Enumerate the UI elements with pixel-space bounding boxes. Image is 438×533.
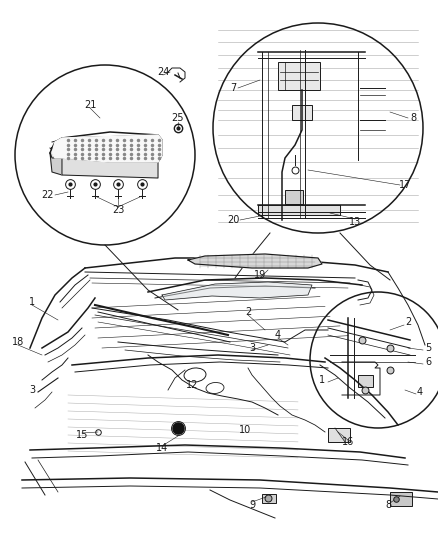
Text: 3: 3 (29, 385, 35, 395)
Text: 2: 2 (405, 317, 411, 327)
Text: 4: 4 (417, 387, 423, 397)
Text: 4: 4 (275, 330, 281, 340)
Text: 13: 13 (349, 217, 361, 227)
Text: 24: 24 (157, 67, 169, 77)
Polygon shape (162, 282, 312, 300)
Text: 6: 6 (425, 357, 431, 367)
Bar (278, 62, 320, 90)
Text: 18: 18 (12, 337, 24, 347)
Polygon shape (52, 135, 162, 162)
Text: 22: 22 (42, 190, 54, 200)
Text: 5: 5 (425, 343, 431, 353)
Bar (390, 492, 412, 506)
Text: 23: 23 (112, 205, 124, 215)
Bar (328, 428, 350, 442)
Text: 8: 8 (385, 500, 391, 510)
Polygon shape (188, 254, 322, 268)
Text: 21: 21 (84, 100, 96, 110)
Bar (262, 494, 276, 503)
Text: 16: 16 (342, 437, 354, 447)
Bar (292, 105, 312, 120)
Bar (358, 375, 373, 387)
Text: 1: 1 (319, 375, 325, 385)
Polygon shape (50, 153, 62, 175)
Polygon shape (258, 205, 340, 215)
Text: 19: 19 (254, 270, 266, 280)
Text: 1: 1 (29, 297, 35, 307)
Text: 20: 20 (227, 215, 239, 225)
Text: 14: 14 (156, 443, 168, 453)
Polygon shape (62, 158, 158, 178)
Text: 25: 25 (172, 113, 184, 123)
Text: 15: 15 (76, 430, 88, 440)
Text: 7: 7 (230, 83, 236, 93)
Bar (285, 190, 303, 204)
Text: 8: 8 (410, 113, 416, 123)
Text: 10: 10 (239, 425, 251, 435)
Text: 12: 12 (186, 380, 198, 390)
Text: 17: 17 (399, 180, 411, 190)
Text: 2: 2 (245, 307, 251, 317)
Text: 3: 3 (249, 343, 255, 353)
Text: 9: 9 (249, 500, 255, 510)
